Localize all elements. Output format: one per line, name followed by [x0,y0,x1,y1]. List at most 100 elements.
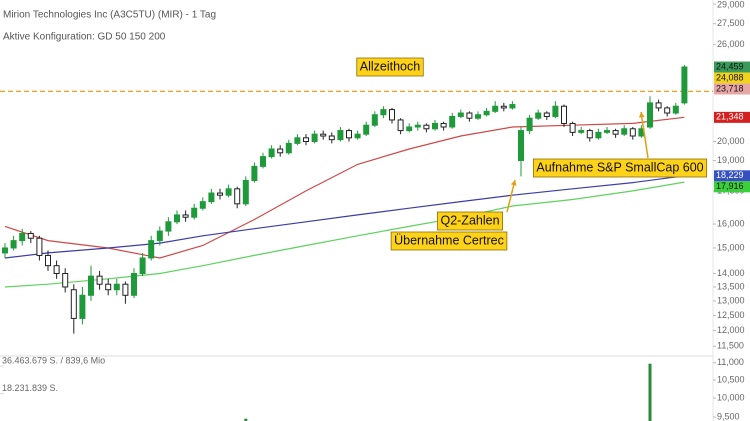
y-tick-label: 26,000 [717,39,745,49]
candle-body [217,192,223,196]
candle-body [277,148,284,154]
candle-body [432,122,438,130]
candle-body [88,275,94,296]
candle-body [285,142,292,154]
y-tick-label: 16,000 [717,218,745,228]
candle-body [423,124,430,130]
candle-body [655,102,662,109]
candle-body [27,232,34,239]
y-tick-label: 10,500 [717,374,745,384]
candle-body [10,240,17,249]
candle-body [79,294,86,319]
price-box-label: 24,088 [716,72,744,82]
y-tick-label: 13,500 [717,281,745,291]
candle-body [561,105,567,124]
candle-body [681,66,688,104]
moving-average [4,116,685,259]
candle-body [552,105,559,117]
annotation: Q2-Zahlen [440,213,499,227]
candle-body [294,137,301,144]
candle-body [70,289,77,319]
price-box [714,72,750,84]
candle-body [595,131,602,139]
candle-body [526,117,533,132]
y-tick-label: 11,000 [717,357,744,367]
arrow [640,111,649,159]
candle-body [621,128,628,135]
candle-body [260,156,266,167]
candle-body [36,237,43,256]
candle-body [328,135,335,141]
candle-body [664,107,671,114]
candle-body [500,105,507,109]
y-tick-label: 11,500 [717,341,744,351]
candle-body [225,188,232,196]
candle-body [139,257,146,274]
volume-tick-label: 36.463.679 S. / 839,6 Mio [2,355,105,365]
annotation-box [356,57,424,77]
arrow-head [510,180,517,186]
annotation: Allzeithoch [360,59,420,73]
candle-body [518,130,524,161]
candle-body [586,130,593,139]
candle-body [629,128,636,137]
price-box [714,61,750,73]
arrow-head [638,112,645,118]
y-tick-label: 15,000 [717,242,745,252]
candle-body [612,130,619,135]
candle-body [354,133,361,139]
price-box [714,83,750,95]
candle-body [647,102,653,128]
candle-body [251,165,258,181]
moving-average [4,181,685,288]
y-tick-label: 12,500 [717,310,745,320]
candle-body [371,114,378,126]
candle-body [457,112,464,117]
moving-average [4,175,685,259]
candle-body [148,240,155,259]
annotation-box [532,158,708,178]
price-box-label: 23,718 [716,83,744,93]
candle-body [165,221,172,232]
candle-body [535,112,542,119]
candle-body [2,247,8,254]
annotation-box [390,231,508,251]
candle-body [449,115,456,128]
candle-body [113,283,120,291]
candle-body [303,137,309,143]
price-box-label: 21,348 [716,112,744,122]
candle-body [19,232,26,242]
candle-body [389,109,395,121]
candle-body [311,133,318,143]
chart-title: Mirion Technologies Inc (A3C5TU) (MIR) -… [3,10,216,21]
y-tick-label: 27,500 [717,18,745,28]
candle-body [346,130,352,139]
candle-body [466,112,473,119]
candle-body [234,188,241,205]
candle-body [363,124,370,135]
candle-body [337,130,344,141]
y-tick-label: 14,000 [717,268,745,278]
candle-body [672,105,679,114]
candle-body [406,126,413,132]
candle-body [122,283,129,296]
candle-body [483,110,490,116]
annotation: Übernahme Certrec [394,233,504,247]
y-tick-label: 20,000 [717,136,745,146]
candle-body [509,104,516,109]
candle-body [242,179,249,205]
candle-body [320,133,327,137]
annotation-box [437,211,503,231]
candle-body [131,272,137,296]
candle-body [397,119,404,132]
candle-body [268,148,275,158]
candle-body [96,275,103,285]
candle-body [53,265,60,274]
candle-body [45,254,51,267]
price-box [714,170,750,182]
candle-body [475,114,481,119]
config: Aktive Konfiguration: GD 50 150 200 [3,32,166,43]
arrow [506,179,516,213]
